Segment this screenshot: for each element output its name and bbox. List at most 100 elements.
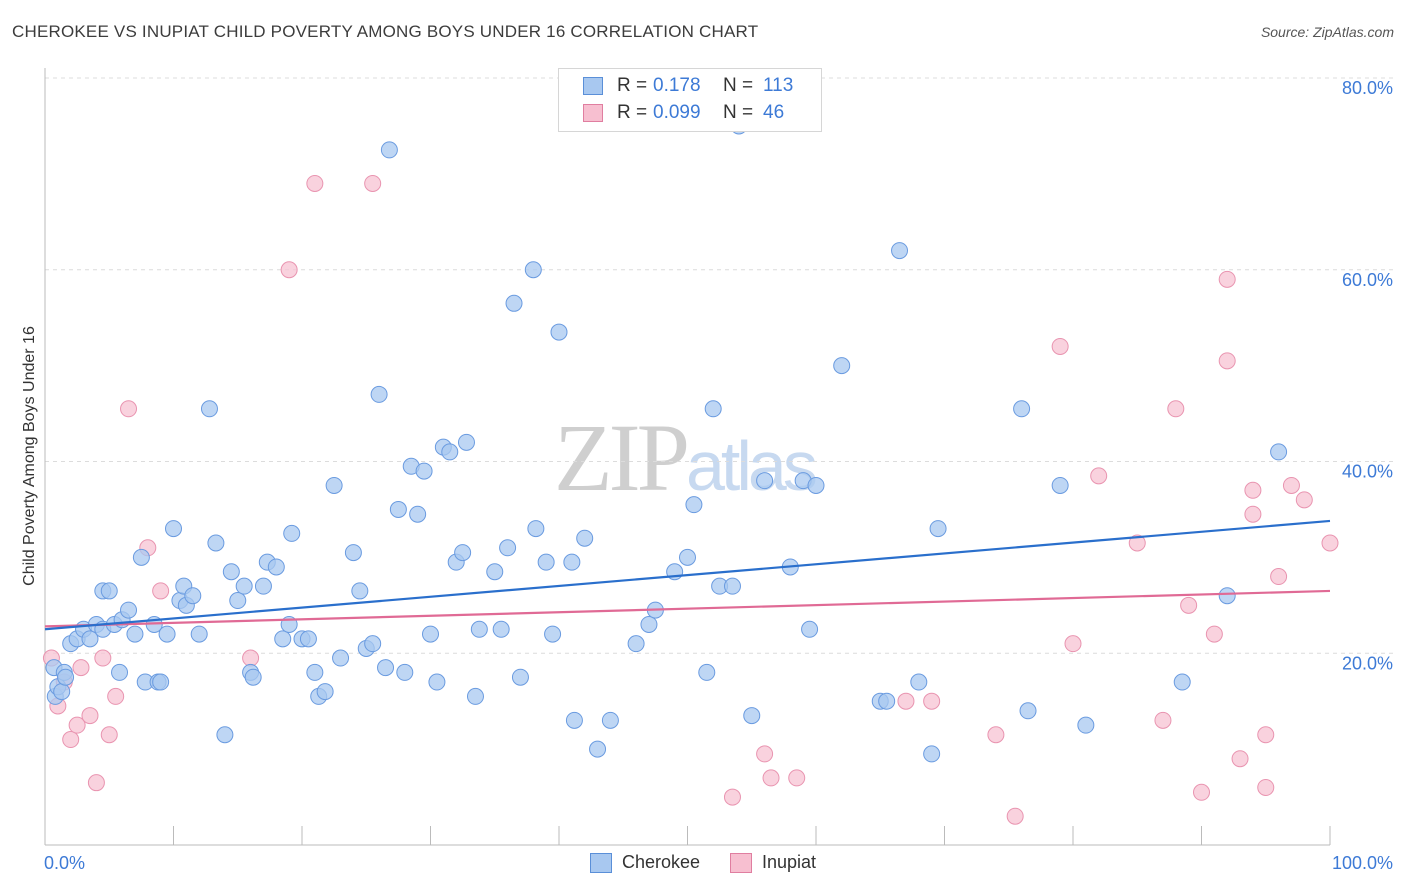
cherokee-point <box>929 520 947 538</box>
watermark-atlas: atlas <box>686 427 818 505</box>
y-axis-title: Child Poverty Among Boys Under 16 <box>21 326 38 586</box>
inupiat-point <box>1218 270 1236 288</box>
cherokee-point <box>235 577 253 595</box>
legend-n-label: N = <box>723 75 754 96</box>
cherokee-point <box>229 592 247 610</box>
cherokee-point <box>184 587 202 605</box>
cherokee-point <box>499 539 517 557</box>
inupiat-point <box>756 745 774 763</box>
cherokee-point <box>505 294 523 312</box>
cherokee-point <box>190 625 208 643</box>
cherokee-point <box>910 673 928 691</box>
inupiat-point <box>1154 711 1172 729</box>
correlation-legend: R = 0.178 N = 113 R = 0.099 N = 46 <box>558 68 822 132</box>
cherokee-point <box>550 323 568 341</box>
cherokee-point <box>565 711 583 729</box>
cherokee-point <box>576 529 594 547</box>
cherokee-point <box>1270 443 1288 461</box>
cherokee-point <box>396 663 414 681</box>
cherokee-point <box>640 615 658 633</box>
cherokee-point <box>152 673 170 691</box>
cherokee-point <box>100 582 118 600</box>
cherokee-point <box>923 745 941 763</box>
cherokee-point <box>466 687 484 705</box>
cherokee-point <box>158 625 176 643</box>
series-label-inupiat: Inupiat <box>762 852 817 872</box>
cherokee-point <box>891 242 909 260</box>
cherokee-point <box>274 630 292 648</box>
legend-row-cherokee: R = 0.178 N = 113 <box>583 73 793 99</box>
y-tick-label: 20.0% <box>1342 653 1393 673</box>
inupiat-point <box>1006 807 1024 825</box>
legend-row-inupiat: R = 0.099 N = 46 <box>583 100 784 126</box>
cherokee-point <box>801 620 819 638</box>
cherokee-point <box>511 668 529 686</box>
inupiat-point <box>62 731 80 749</box>
series-legend: Cherokee Inupiat <box>0 852 1406 873</box>
cherokee-point <box>723 577 741 595</box>
legend-swatch-cherokee <box>583 77 603 95</box>
legend-r-label: R = <box>617 75 648 96</box>
cherokee-point <box>756 472 774 490</box>
series-swatch-inupiat <box>730 852 752 873</box>
inupiat-point <box>1064 635 1082 653</box>
cherokee-point <box>283 524 301 542</box>
legend-n-value: 113 <box>763 75 794 96</box>
inupiat-point <box>1282 476 1300 494</box>
cherokee-trend-line <box>44 519 1331 631</box>
cherokee-point <box>537 553 555 571</box>
cherokee-point <box>389 500 407 518</box>
inupiat-point <box>68 716 86 734</box>
cherokee-point <box>527 520 545 538</box>
inupiat-point <box>100 726 118 744</box>
cherokee-point <box>1051 476 1069 494</box>
cherokee-point <box>325 476 343 494</box>
cherokee-point <box>165 520 182 538</box>
inupiat-point <box>1270 568 1288 586</box>
watermark-zip: ZIP <box>554 404 690 511</box>
cherokee-point <box>704 400 722 418</box>
y-tick-label: 80.0% <box>1342 78 1393 98</box>
inupiat-point <box>306 174 324 192</box>
cherokee-point <box>200 400 218 418</box>
cherokee-point <box>57 668 75 686</box>
cherokee-point <box>1013 400 1031 418</box>
inupiat-point <box>1128 534 1146 552</box>
cherokee-point <box>380 141 398 159</box>
inupiat-point <box>1257 778 1275 796</box>
inupiat-point <box>152 582 170 600</box>
cherokee-point <box>544 625 562 643</box>
inupiat-point <box>1193 783 1210 801</box>
cherokee-point <box>267 558 285 576</box>
cherokee-point <box>111 663 129 681</box>
inupiat-point <box>1180 596 1198 614</box>
cherokee-point <box>415 462 433 480</box>
cherokee-point <box>878 692 896 710</box>
inupiat-point <box>1218 352 1236 370</box>
legend-r-label: R = <box>617 102 648 123</box>
inupiat-point <box>1090 467 1108 485</box>
inupiat-point <box>1321 534 1339 552</box>
cherokee-point <box>428 673 446 691</box>
inupiat-point <box>242 649 260 667</box>
cherokee-point <box>1173 673 1191 691</box>
cherokee-point <box>120 601 138 619</box>
cherokee-point <box>743 707 761 725</box>
series-legend-cherokee: Cherokee <box>589 852 700 873</box>
x-tick-label: 0.0% <box>44 853 85 873</box>
inupiat-point <box>280 261 298 279</box>
cherokee-point <box>441 443 459 461</box>
inupiat-point <box>1231 750 1249 768</box>
cherokee-point <box>589 740 607 758</box>
cherokee-point <box>53 683 71 701</box>
cherokee-point <box>364 635 382 653</box>
inupiat-point <box>1244 505 1262 523</box>
legend-swatch-inupiat <box>583 104 603 122</box>
cherokee-point <box>563 553 581 571</box>
cherokee-point <box>486 563 504 581</box>
cherokee-point <box>698 663 716 681</box>
cherokee-point <box>601 711 619 729</box>
chart-title: CHEROKEE VS INUPIAT CHILD POVERTY AMONG … <box>12 22 759 41</box>
inupiat-point <box>120 400 138 418</box>
series-legend-inupiat: Inupiat <box>730 852 816 873</box>
